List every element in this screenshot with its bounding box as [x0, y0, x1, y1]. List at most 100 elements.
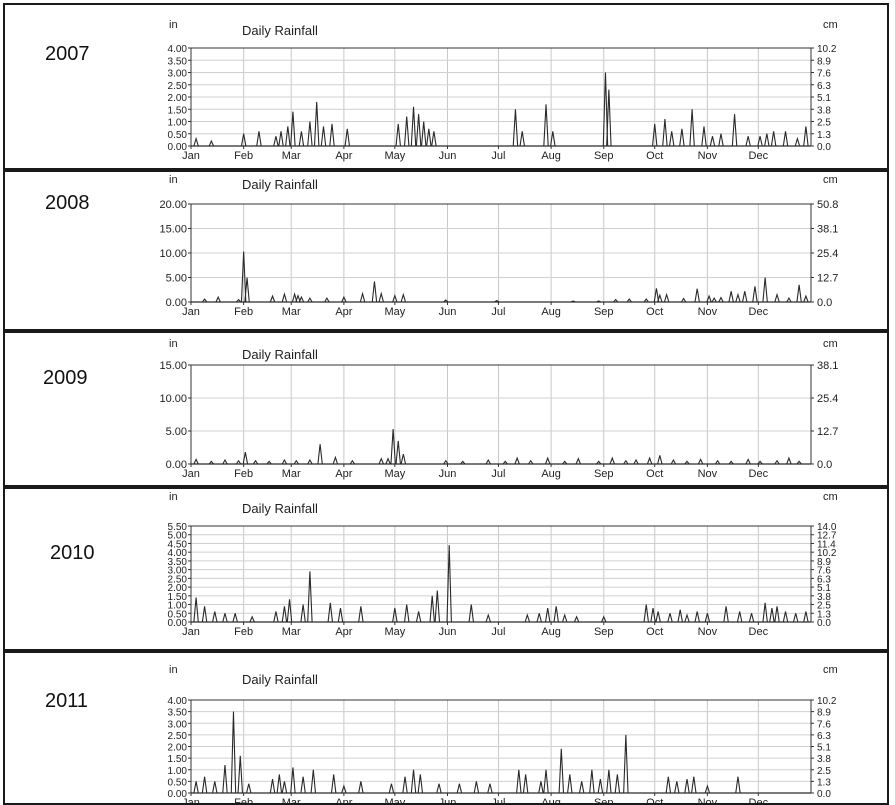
rainfall-chart-svg: Jan Feb Mar Apr May Jun Jul Aug Sep Oct Nov Dec 15.0…	[159, 360, 838, 480]
rainfall-spike	[662, 119, 668, 147]
rainfall-spike	[456, 783, 463, 794]
rainfall-spike	[657, 293, 663, 303]
rainfall-spike	[694, 288, 700, 303]
rainfall-spike	[388, 783, 395, 794]
rainfall-spike	[694, 611, 700, 623]
rainfall-spike	[522, 774, 529, 794]
y-right-tick-label: 0.0	[817, 142, 831, 153]
x-tick-label: Aug	[541, 626, 561, 638]
y-left-tick-label: 0.50	[168, 777, 188, 788]
right-unit-label: cm	[823, 664, 838, 676]
y-left-tick-label: 10.00	[159, 393, 187, 405]
rainfall-spike	[300, 604, 306, 623]
rainfall-spike	[244, 277, 250, 303]
x-tick-label: Feb	[234, 306, 253, 318]
rainfall-spike	[544, 607, 551, 623]
y-right-tick-label: 6.3	[817, 731, 831, 742]
rainfall-spike	[443, 459, 449, 465]
rainfall-spike	[650, 607, 656, 623]
x-tick-label: Jan	[182, 150, 200, 162]
rainfall-spike	[443, 299, 449, 303]
x-tick-label: Jun	[439, 797, 457, 803]
chart-panel-2007: 2007 Daily Rainfall in cm Jan Feb Mar Apr May Jun…	[3, 3, 889, 170]
rainfall-spike	[786, 456, 792, 465]
rainfall-spike	[285, 126, 291, 147]
y-left-tick-label: 3.50	[168, 708, 188, 719]
rainfall-spike	[684, 613, 690, 623]
rainfall-spike	[269, 294, 276, 303]
x-tick-label: Jul	[491, 468, 505, 480]
rainfall-spike	[614, 774, 621, 794]
rainfall-spike	[543, 769, 549, 794]
rainfall-spike	[516, 769, 522, 794]
rainfall-spike	[358, 781, 364, 794]
y-left-tick-label: 5.50	[168, 522, 188, 533]
rainfall-spike	[417, 774, 424, 794]
rainfall-spike	[774, 606, 780, 623]
rainfall-spike	[745, 458, 751, 465]
rainfall-spike	[235, 298, 242, 303]
rainfall-spike	[212, 781, 218, 794]
rainfall-spike	[502, 460, 508, 465]
rainfall-spike	[420, 121, 427, 147]
rainfall-spike	[735, 776, 741, 794]
x-tick-label: Apr	[335, 468, 352, 480]
rainfall-spike	[709, 136, 716, 147]
rainfall-spike	[252, 459, 259, 465]
rainfall-spike	[657, 455, 663, 465]
x-tick-label: May	[384, 150, 405, 162]
rainfall-spike	[276, 774, 283, 794]
rainfall-spike	[300, 776, 306, 794]
rainfall-spike	[329, 123, 335, 147]
x-tick-label: Nov	[698, 306, 718, 318]
x-tick-label: Oct	[646, 797, 663, 803]
rainfall-spike	[774, 292, 780, 303]
rainfall-spike	[680, 297, 687, 303]
rainfall-spike	[273, 611, 279, 623]
rainfall-spike	[567, 774, 573, 794]
rainfall-spike	[757, 460, 763, 465]
rainfall-spike	[269, 778, 276, 794]
rainfall-spike	[410, 769, 417, 794]
rainfall-spike	[193, 597, 199, 623]
x-tick-label: Jul	[491, 797, 505, 803]
rainfall-spike	[278, 131, 284, 147]
y-left-tick-label: 2.00	[168, 583, 188, 594]
x-tick-label: Mar	[282, 797, 301, 803]
rainfall-spike	[286, 599, 293, 623]
rainfall-spike	[222, 765, 228, 794]
rainfall-spike	[553, 606, 559, 623]
rainfall-spike	[429, 595, 435, 623]
rainfall-spike	[794, 136, 801, 147]
rainfall-spike	[402, 776, 408, 794]
rainfall-spike	[558, 748, 565, 794]
x-tick-label: Feb	[234, 468, 253, 480]
rainfall-spike	[735, 292, 741, 303]
rainfall-spike	[782, 611, 789, 623]
x-tick-label: Apr	[335, 626, 352, 638]
x-tick-label: Aug	[541, 306, 561, 318]
y-left-tick-label: 3.00	[168, 566, 188, 577]
rainfall-spike	[655, 611, 661, 623]
y-right-tick-label: 38.1	[817, 224, 838, 236]
rainfall-spike	[295, 293, 301, 303]
x-tick-label: Aug	[541, 150, 561, 162]
y-left-tick-label: 1.00	[168, 601, 188, 612]
rainfall-spike	[242, 452, 249, 465]
y-left-tick-label: 15.00	[159, 224, 187, 236]
rainfall-spike	[796, 284, 802, 303]
y-left-tick-label: 20.00	[159, 199, 187, 211]
rainfall-chart-svg: Jan Feb Mar Apr May Jun Jul Aug Sep Oct Nov Dec 4.00…	[168, 44, 837, 162]
right-unit-label: cm	[823, 174, 838, 186]
rainfall-spike	[313, 101, 320, 147]
rainfall-spike	[330, 774, 337, 794]
rainfall-spike	[193, 136, 199, 147]
y-right-tick-label: 10.2	[817, 44, 837, 55]
x-tick-label: Aug	[541, 468, 561, 480]
rainfall-spike	[643, 298, 649, 303]
rainfall-spike	[550, 131, 556, 147]
y-right-tick-label: 3.8	[817, 105, 831, 116]
x-tick-label: Mar	[282, 150, 301, 162]
y-left-tick-label: 10.00	[159, 248, 187, 260]
